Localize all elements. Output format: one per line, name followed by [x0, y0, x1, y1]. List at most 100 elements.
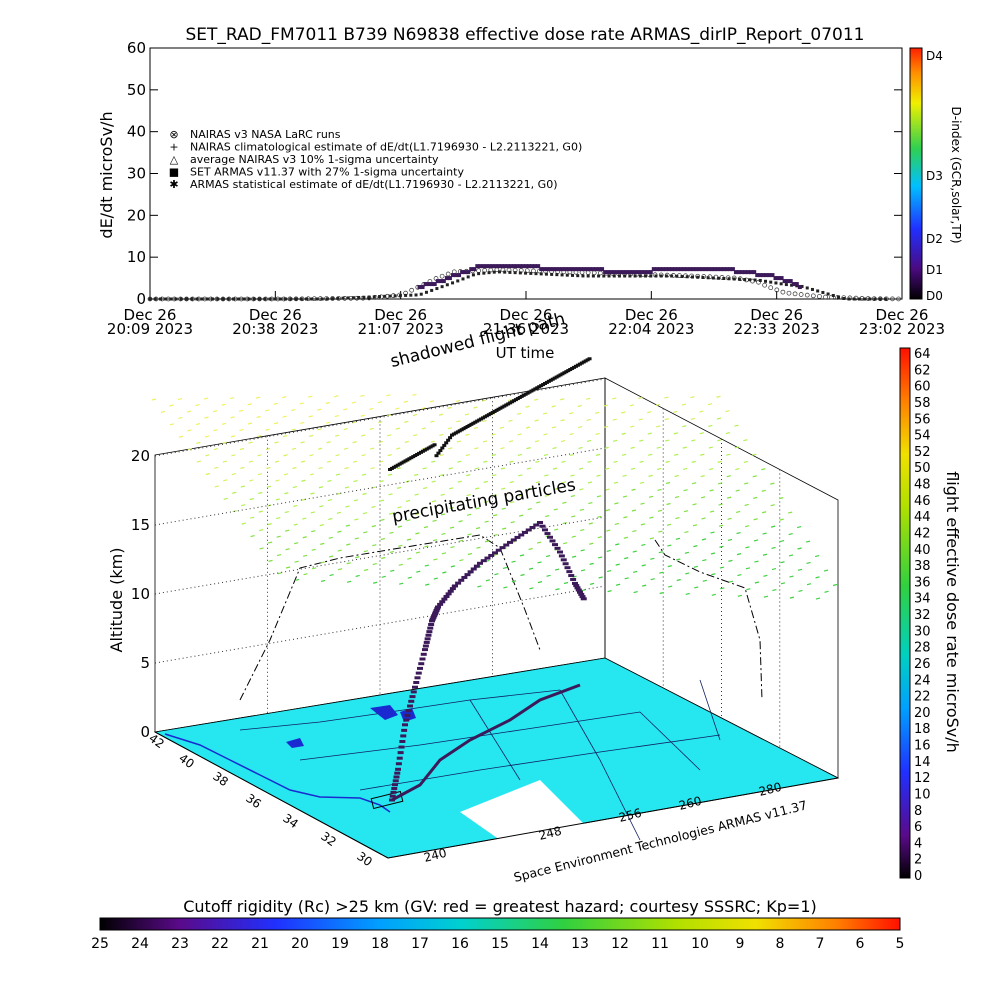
particle-mark	[412, 413, 418, 417]
d-index-ticks: D4 D3 D2 D1 D0	[926, 49, 943, 303]
particle-mark	[675, 537, 681, 540]
armas-point	[761, 273, 766, 278]
particle-mark	[612, 397, 617, 400]
particle-mark	[396, 447, 401, 450]
particle-mark	[423, 526, 429, 529]
particle-mark	[466, 493, 471, 497]
particle-mark	[318, 486, 324, 489]
particle-mark	[517, 433, 522, 436]
coastline	[164, 733, 391, 813]
flight-path-point	[580, 597, 587, 601]
flight-path-point	[562, 562, 569, 566]
flight-path-point	[403, 718, 410, 722]
armas-statistical-point	[492, 270, 496, 274]
particle-mark	[621, 453, 627, 456]
wall-grid	[267, 397, 781, 748]
particle-mark	[355, 556, 360, 559]
particle-mark	[518, 474, 523, 477]
armas-point	[587, 267, 592, 272]
armas-statistical-point	[591, 274, 595, 278]
flight-path-point	[437, 602, 444, 606]
flight-path-point	[458, 578, 465, 582]
particle-mark	[578, 467, 584, 470]
particle-mark	[605, 488, 610, 491]
d-index-tick: D4	[926, 49, 943, 63]
particle-mark	[501, 527, 507, 530]
particle-mark	[744, 525, 750, 528]
particle-mark	[326, 460, 332, 463]
particle-mark	[325, 401, 330, 405]
armas-statistical-point	[268, 297, 272, 301]
particle-mark	[360, 394, 365, 397]
particle-mark	[623, 516, 628, 519]
particle-mark	[543, 433, 548, 436]
particle-mark	[222, 441, 227, 444]
particle-mark	[440, 473, 445, 477]
particle-mark	[537, 581, 543, 584]
flight-path-point	[425, 633, 432, 637]
armas-point	[639, 270, 644, 275]
particle-mark	[370, 486, 376, 489]
armas-point	[746, 270, 751, 275]
armas-statistical-point	[372, 295, 376, 299]
armas-statistical-point	[169, 297, 173, 301]
armas-statistical-point	[456, 279, 460, 283]
particle-mark	[317, 428, 322, 431]
armas-statistical-point	[732, 277, 736, 281]
d-index-label: D-index (GCR,solar,TP)	[949, 106, 963, 243]
particle-mark	[681, 403, 687, 406]
flight-path-point	[419, 657, 426, 661]
flight-path-point	[455, 581, 462, 585]
dose-rate-tick: 64	[914, 347, 931, 362]
armas-statistical-point	[409, 293, 413, 297]
particle-mark	[702, 579, 707, 582]
flight-path-point	[514, 535, 521, 539]
particle-mark	[259, 547, 264, 550]
particle-mark	[335, 473, 341, 476]
x-tick-date: Dec 26	[374, 306, 427, 324]
particle-mark	[536, 541, 542, 544]
particle-mark	[413, 434, 418, 437]
particle-mark	[492, 474, 497, 477]
nairas-point	[823, 294, 828, 300]
flight-path-point	[461, 575, 468, 579]
particle-mark	[303, 573, 308, 576]
armas-point	[517, 264, 522, 269]
dose-rate-tick: 34	[914, 592, 931, 607]
particle-mark	[598, 576, 603, 579]
particle-mark	[277, 572, 282, 575]
particle-mark	[230, 435, 236, 438]
d-index-tick: D3	[926, 169, 943, 183]
particle-mark	[449, 506, 454, 510]
nairas-point	[792, 291, 798, 297]
particle-mark	[406, 519, 411, 522]
particle-mark	[606, 549, 611, 553]
particle-mark	[789, 575, 794, 578]
armas-statistical-point	[367, 295, 371, 299]
armas-point	[533, 264, 538, 269]
armas-statistical-point	[247, 297, 251, 301]
particle-mark	[718, 503, 723, 506]
particle-mark	[551, 426, 557, 429]
particle-mark	[284, 510, 289, 514]
particle-mark	[229, 397, 235, 400]
armas-statistical-point	[518, 271, 522, 275]
dose-rate-tick: 42	[914, 526, 931, 541]
particle-mark	[239, 447, 245, 451]
particle-mark	[438, 413, 444, 416]
particle-mark	[195, 403, 200, 407]
armas-point	[697, 267, 702, 272]
armas-statistical-point	[727, 277, 731, 281]
flight-path-point	[435, 605, 441, 609]
particle-mark	[221, 422, 227, 425]
particle-mark	[604, 425, 609, 428]
particle-mark	[736, 553, 742, 556]
armas-point	[651, 267, 656, 272]
armas-point	[527, 264, 532, 269]
armas-point	[536, 264, 541, 269]
armas-point	[429, 282, 434, 287]
particle-mark	[414, 493, 419, 496]
armas-point	[788, 279, 793, 284]
particle-mark	[658, 551, 663, 554]
armas-point	[432, 282, 437, 287]
